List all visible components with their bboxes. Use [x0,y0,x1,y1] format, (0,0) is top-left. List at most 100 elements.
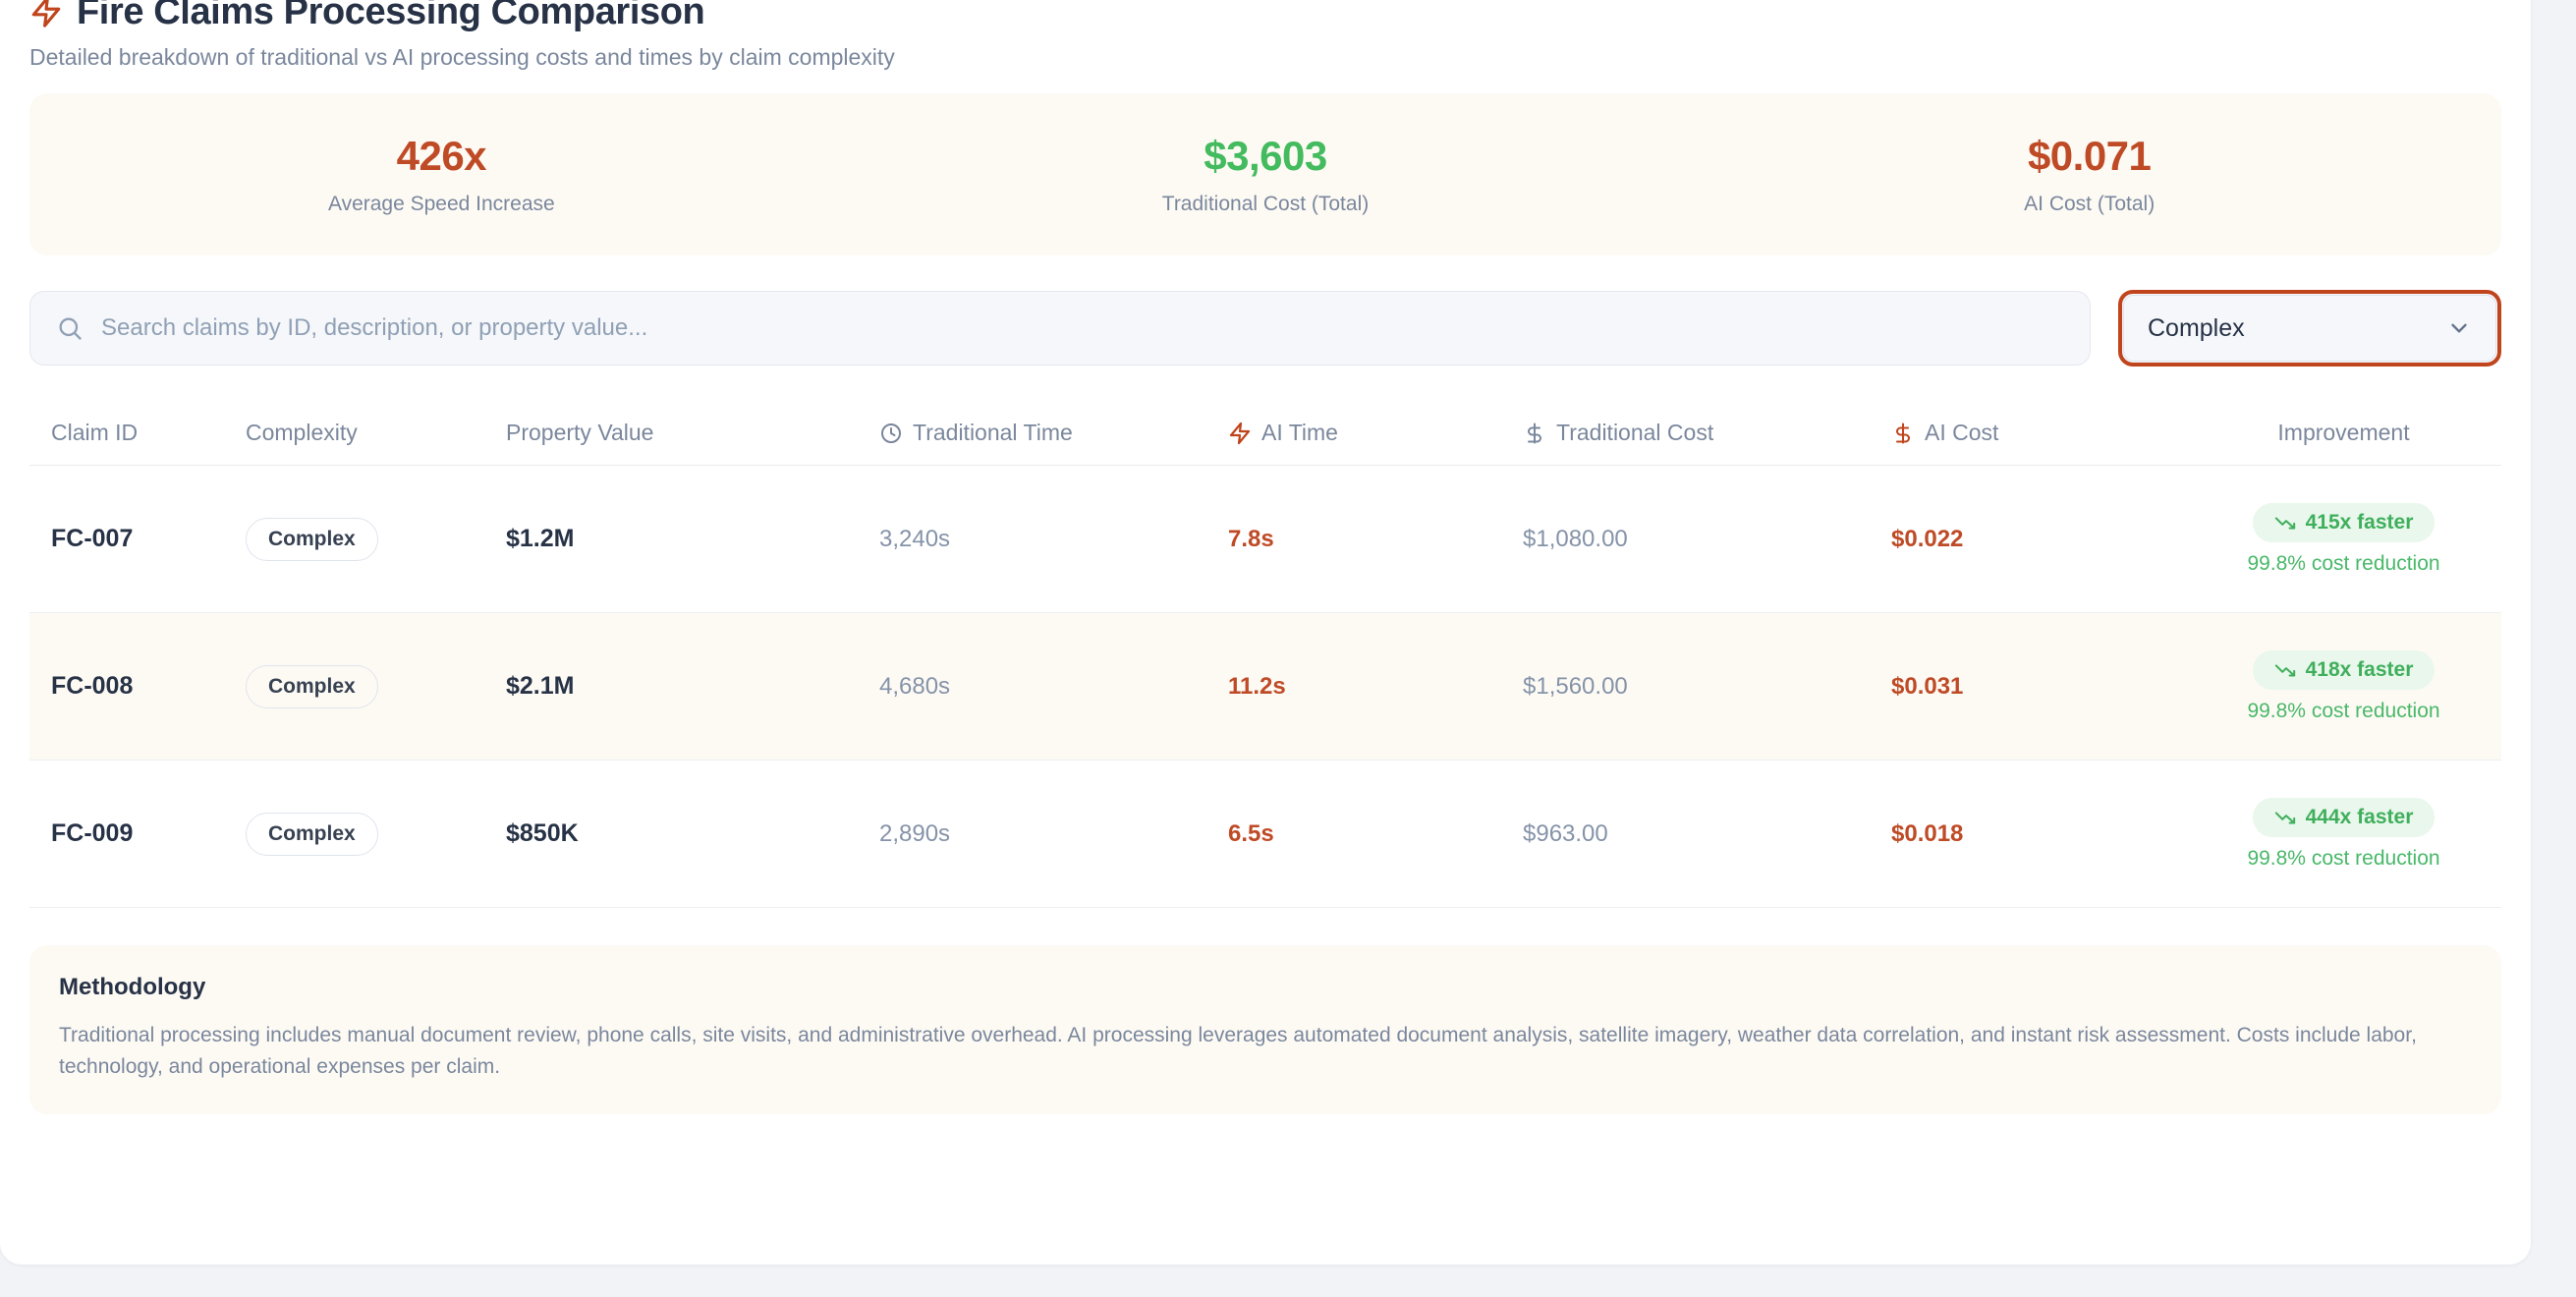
cell-improvement: 444x faster 99.8% cost reduction [2186,797,2501,871]
trending-down-icon [2274,811,2295,824]
improvement-badge: 444x faster [2252,797,2436,837]
property-value: $850K [506,819,579,847]
property-value: $2.1M [506,672,575,700]
column-header-ai-cost: AI Cost [1891,420,2186,446]
dollar-icon [1896,423,1910,443]
search-input[interactable] [101,314,2064,342]
table-row[interactable]: FC-007 Complex $1.2M 3,240s 7.8s $1,080.… [29,466,2501,613]
column-label: Traditional Time [913,420,1073,445]
table-row[interactable]: FC-008 Complex $2.1M 4,680s 11.2s $1,560… [29,613,2501,761]
column-header-property-value: Property Value [506,420,879,446]
lightning-bolt-icon [1229,422,1251,444]
search-icon [59,317,82,340]
cell-ai-cost: $0.031 [1891,673,2186,701]
stat-value: $3,603 [1204,133,1327,179]
cost-reduction-label: 99.8% cost reduction [2247,699,2440,722]
ai-time-value: 11.2s [1228,672,1286,700]
improvement-group: 415x faster 99.8% cost reduction [2186,502,2501,576]
column-header-improvement: Improvement [2186,420,2501,446]
complexity-badge: Complex [246,664,378,708]
card-header: Fire Claims Processing Comparison [29,0,2501,32]
ai-cost-value: $0.018 [1891,819,1964,847]
methodology-panel: Methodology Traditional processing inclu… [29,945,2501,1114]
claims-table: Claim ID Complexity Property Value Tradi… [29,401,2501,908]
claim-id-value: FC-009 [51,819,134,847]
cost-reduction-label: 99.8% cost reduction [2247,846,2440,870]
trending-down-icon [2274,516,2295,530]
column-header-ai-time: AI Time [1228,420,1523,446]
stat-label: Traditional Cost (Total) [1161,193,1370,215]
table-row[interactable]: FC-009 Complex $850K 2,890s 6.5s $963.00… [29,761,2501,908]
stat-traditional-cost-total: $3,603 Traditional Cost (Total) [854,132,1678,217]
table-header-row: Claim ID Complexity Property Value Tradi… [29,401,2501,466]
improvement-badge: 418x faster [2252,649,2436,690]
column-label: Claim ID [51,420,139,445]
column-header-claim-id: Claim ID [29,420,246,446]
column-header-traditional-cost: Traditional Cost [1523,420,1891,446]
stat-ai-cost-total: $0.071 AI Cost (Total) [1677,132,2501,217]
methodology-body: Traditional processing includes manual d… [59,1024,2417,1078]
trending-down-icon [2274,663,2295,677]
traditional-time-value: 4,680s [879,672,951,700]
traditional-time-value: 3,240s [879,525,951,552]
search-box[interactable] [29,291,2091,366]
cell-claim-id: FC-008 [29,672,246,701]
improvement-badge-label: 415x faster [2305,510,2414,534]
claim-id-value: FC-008 [51,672,134,700]
cell-complexity: Complex [246,517,506,561]
improvement-badge-label: 444x faster [2305,805,2414,828]
cell-property-value: $2.1M [506,672,879,701]
complexity-filter-select[interactable]: Complex [2118,290,2501,367]
complexity-badge: Complex [246,517,378,561]
cell-property-value: $1.2M [506,525,879,553]
cell-traditional-cost: $1,080.00 [1523,526,1891,553]
lightning-bolt-icon [31,0,61,28]
ai-cost-value: $0.022 [1891,525,1964,552]
improvement-badge: 415x faster [2252,502,2436,542]
traditional-time-value: 2,890s [879,819,951,847]
ai-cost-value: $0.031 [1891,672,1964,700]
cell-ai-cost: $0.022 [1891,526,2186,553]
column-label: AI Cost [1925,420,1999,445]
cell-traditional-time: 2,890s [879,820,1228,848]
claim-id-value: FC-007 [51,525,134,552]
chevron-down-icon [2451,323,2467,333]
column-label: Traditional Cost [1556,420,1714,445]
summary-stats-bar: 426x Average Speed Increase $3,603 Tradi… [29,93,2501,255]
improvement-group: 444x faster 99.8% cost reduction [2186,797,2501,871]
cell-property-value: $850K [506,819,879,848]
table-controls: Complex [29,289,2501,367]
comparison-card: Fire Claims Processing Comparison Detail… [0,0,2531,1265]
cell-improvement: 415x faster 99.8% cost reduction [2186,502,2501,576]
stat-label: Average Speed Increase [327,193,555,215]
cell-complexity: Complex [246,812,506,856]
cell-ai-time: 7.8s [1228,526,1523,553]
stat-value: $0.071 [2027,133,2152,179]
clock-icon [881,423,901,443]
column-label: AI Time [1261,420,1338,445]
complexity-filter-value: Complex [2148,313,2245,342]
cell-improvement: 418x faster 99.8% cost reduction [2186,649,2501,723]
ai-time-value: 7.8s [1228,525,1274,552]
column-label: Complexity [246,420,358,445]
cost-reduction-label: 99.8% cost reduction [2247,551,2440,575]
stat-label: AI Cost (Total) [2024,193,2156,215]
traditional-cost-value: $963.00 [1523,819,1608,847]
cell-ai-time: 11.2s [1228,673,1523,701]
cell-claim-id: FC-009 [29,819,246,848]
cell-claim-id: FC-007 [29,525,246,553]
cell-traditional-time: 3,240s [879,526,1228,553]
cell-traditional-cost: $1,560.00 [1523,673,1891,701]
improvement-badge-label: 418x faster [2305,657,2414,681]
dollar-icon [1528,423,1541,443]
complexity-badge: Complex [246,812,378,856]
property-value: $1.2M [506,525,575,552]
cell-complexity: Complex [246,664,506,708]
improvement-group: 418x faster 99.8% cost reduction [2186,649,2501,723]
column-header-complexity: Complexity [246,420,506,446]
traditional-cost-value: $1,080.00 [1523,525,1628,552]
column-header-traditional-time: Traditional Time [879,420,1228,446]
cell-ai-cost: $0.018 [1891,820,2186,848]
stat-value: 426x [396,133,487,179]
